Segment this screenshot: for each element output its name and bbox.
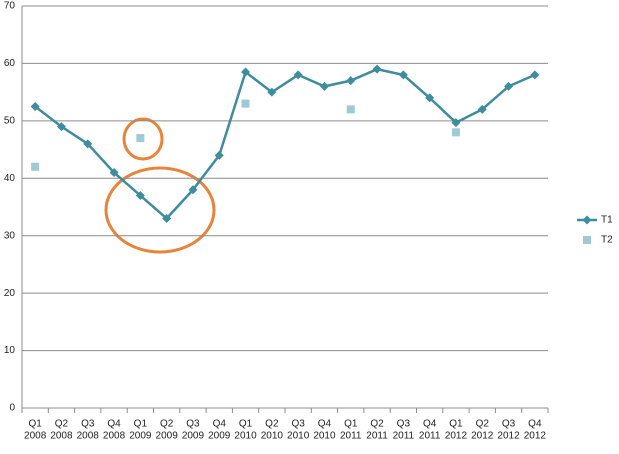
data-point bbox=[162, 213, 172, 223]
x-tick-label: 2012 bbox=[445, 431, 468, 442]
data-point bbox=[267, 87, 277, 97]
x-tick-label: 2012 bbox=[497, 431, 520, 442]
data-point bbox=[109, 168, 119, 178]
series-line bbox=[34, 67, 536, 221]
x-tick-label: 2011 bbox=[340, 431, 362, 442]
x-tick-label: 2009 bbox=[182, 431, 205, 442]
data-point bbox=[188, 185, 198, 195]
x-tick-label: 2012 bbox=[524, 431, 547, 442]
data-point bbox=[346, 76, 356, 86]
data-point bbox=[136, 134, 145, 143]
x-tick-label: 2011 bbox=[366, 431, 388, 442]
x-tick-label: Q1 bbox=[239, 419, 253, 430]
x-tick-label: Q1 bbox=[28, 419, 42, 430]
x-tick-label: Q1 bbox=[344, 419, 358, 430]
x-tick-label: 2011 bbox=[419, 431, 441, 442]
data-point bbox=[293, 70, 303, 80]
x-tick-label: Q4 bbox=[213, 419, 227, 430]
data-point bbox=[83, 139, 93, 149]
y-tick-label: 60 bbox=[4, 58, 16, 69]
data-point bbox=[425, 93, 435, 103]
data-point bbox=[451, 128, 460, 137]
x-tick-label: 2010 bbox=[287, 431, 310, 442]
data-point bbox=[451, 118, 461, 128]
x-tick-label: Q4 bbox=[528, 419, 542, 430]
x-tick-label: Q4 bbox=[318, 419, 332, 430]
x-tick-label: Q2 bbox=[160, 419, 174, 430]
data-point bbox=[372, 64, 382, 74]
x-tick-label: 2008 bbox=[77, 431, 100, 442]
legend-label: T2 bbox=[601, 235, 613, 246]
highlight-circle bbox=[122, 117, 164, 161]
highlight-ellipse bbox=[104, 166, 216, 254]
x-tick-label: 2012 bbox=[471, 431, 494, 442]
x-tick-label: Q4 bbox=[423, 419, 437, 430]
x-tick-label: 2011 bbox=[393, 431, 415, 442]
y-tick-label: 50 bbox=[4, 115, 16, 126]
data-point bbox=[31, 162, 40, 171]
data-point bbox=[30, 102, 40, 111]
data-point bbox=[504, 81, 514, 91]
data-point bbox=[214, 150, 224, 160]
legend-label: T1 bbox=[601, 215, 613, 226]
x-tick-label: Q1 bbox=[449, 419, 463, 430]
data-point bbox=[530, 70, 540, 80]
x-tick-label: 2010 bbox=[234, 431, 257, 442]
legend-marker bbox=[582, 215, 592, 225]
x-tick-label: 2009 bbox=[129, 431, 152, 442]
x-tick-label: Q4 bbox=[107, 419, 121, 430]
data-point bbox=[241, 99, 250, 108]
data-point bbox=[241, 67, 251, 77]
x-tick-label: 2009 bbox=[208, 431, 231, 442]
x-tick-label: Q2 bbox=[370, 419, 384, 430]
y-tick-label: 10 bbox=[4, 345, 16, 356]
legend-marker bbox=[583, 236, 591, 244]
x-tick-label: Q3 bbox=[397, 419, 411, 430]
y-tick-label: 0 bbox=[9, 403, 15, 414]
x-tick-label: Q2 bbox=[265, 419, 279, 430]
x-tick-label: 2010 bbox=[261, 431, 284, 442]
x-tick-label: 2008 bbox=[24, 431, 47, 442]
y-tick-label: 20 bbox=[4, 288, 16, 299]
x-tick-label: 2010 bbox=[313, 431, 336, 442]
y-tick-label: 30 bbox=[4, 230, 16, 241]
x-tick-label: 2008 bbox=[103, 431, 126, 442]
y-tick-label: 40 bbox=[4, 173, 16, 184]
x-tick-label: Q1 bbox=[134, 419, 148, 430]
x-tick-label: Q3 bbox=[81, 419, 95, 430]
x-tick-label: 2008 bbox=[50, 431, 73, 442]
data-point bbox=[56, 122, 66, 132]
data-point bbox=[398, 70, 408, 80]
data-point bbox=[319, 81, 329, 91]
data-point bbox=[346, 105, 355, 114]
data-point bbox=[477, 104, 487, 114]
y-tick-label: 70 bbox=[4, 1, 16, 12]
x-tick-label: Q3 bbox=[186, 419, 200, 430]
x-tick-label: Q3 bbox=[291, 419, 305, 430]
data-point bbox=[135, 191, 145, 201]
x-tick-label: Q2 bbox=[476, 419, 490, 430]
x-tick-label: Q2 bbox=[55, 419, 69, 430]
x-tick-label: 2009 bbox=[156, 431, 179, 442]
x-tick-label: Q3 bbox=[502, 419, 516, 430]
